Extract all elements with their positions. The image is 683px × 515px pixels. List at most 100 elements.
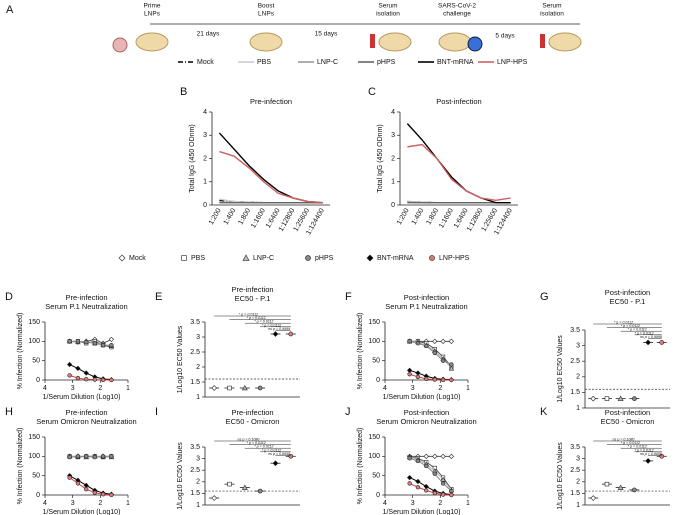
tube-icon (540, 34, 545, 48)
significance-label: * p = 0.0112 (628, 328, 647, 332)
data-point (440, 453, 446, 459)
y-tick-label: 100 (368, 453, 380, 460)
chart-subtitle: Serum P.1 Neutralization (45, 302, 127, 311)
x-axis-label: 1/Serum Dilution (Log10) (383, 394, 461, 401)
data-point (424, 343, 429, 349)
chart-subtitle: Serum Omicron Neutralization (36, 417, 136, 426)
significance-label: ns p = 0.9999 (268, 327, 290, 331)
data-point (407, 372, 412, 377)
data-point (109, 492, 114, 498)
virus-icon (112, 37, 128, 53)
panel-letter: E (155, 291, 162, 303)
data-point (659, 340, 665, 345)
y-axis-label: Total IgG (450 ODnm) (377, 124, 384, 192)
chart-title: Pre-infection (231, 408, 273, 417)
data-point (617, 395, 624, 401)
data-point (67, 373, 72, 378)
y-tick-label: 1 (196, 502, 200, 509)
y-tick-label: 3.5 (570, 444, 580, 451)
legend-marker (305, 255, 311, 261)
y-tick-label: 1.5 (190, 490, 200, 497)
data-point (67, 454, 72, 460)
mouse-icon (378, 32, 412, 52)
step-label: Serum (378, 3, 397, 10)
step-label: isolation (540, 11, 564, 18)
chart-title: Pre-infection (65, 408, 107, 417)
data-point (407, 339, 412, 344)
data-point (100, 343, 106, 348)
significance-label: ns p = 0.1080 (238, 437, 260, 441)
y-tick-label: 0 (36, 492, 40, 499)
y-tick-label: 2.5 (570, 467, 580, 474)
data-point (83, 370, 89, 376)
legend-label: PBS (191, 255, 205, 262)
significance-label: * p = 0.0112 (621, 441, 640, 445)
data-point (92, 377, 97, 382)
legend-label: LNP-HPS (439, 255, 470, 262)
legend-marker (429, 255, 435, 261)
data-point (449, 377, 454, 383)
legend-label: Mock (197, 59, 214, 66)
panel-letter: D (5, 291, 13, 303)
y-axis-label: Total IgG (450 ODnm) (189, 124, 196, 192)
x-tick-label: 1:200 (396, 207, 411, 226)
y-tick-label: 1 (203, 179, 207, 186)
x-tick-label: 4 (43, 500, 47, 507)
chart-subtitle: Serum Omicron Neutralization (376, 417, 476, 426)
data-point (617, 484, 624, 490)
virus-icon (467, 36, 483, 52)
data-point (424, 376, 429, 382)
legend-label: PBS (257, 59, 271, 66)
x-tick-label: 1 (126, 500, 130, 507)
interval-label: 21 days (197, 31, 221, 38)
legend-label: pHPS (315, 255, 334, 262)
significance-label: * p = 0.0112 (614, 320, 633, 324)
y-tick-label: 3.5 (190, 444, 200, 451)
x-axis-label: 1/Serum Dilution (Log10) (43, 394, 121, 401)
data-point (406, 474, 413, 481)
step-label: LNPs (258, 11, 275, 18)
legend-label: BNT-mRNA (377, 255, 414, 262)
mouse-icon (438, 32, 472, 52)
y-tick-label: 3 (196, 334, 200, 341)
data-point (75, 454, 81, 459)
y-tick-label: 2 (576, 479, 580, 486)
x-axis-label: 1/Serum Dilution (Log10) (43, 509, 121, 515)
data-point (448, 453, 455, 459)
x-tick-label: 3 (71, 500, 75, 507)
y-axis-label: % Infection (Normalized) (17, 313, 24, 390)
step-label: isolation (376, 11, 400, 18)
significance-label: * p = 0.0112 (247, 316, 266, 320)
y-tick-label: 1.5 (570, 389, 580, 396)
y-tick-label: 4 (391, 109, 395, 116)
chart-title: Pre-infection (250, 97, 292, 106)
significance-label: * p = 0.0112 (262, 323, 281, 327)
data-point (241, 484, 248, 490)
data-point (211, 495, 218, 501)
significance-label: ns p = 0.1080 (613, 437, 635, 441)
significance-label: * p = 0.0112 (628, 445, 647, 449)
significance-label: * p = 0.0112 (254, 445, 273, 449)
data-point (645, 458, 651, 464)
y-tick-label: 3 (576, 342, 580, 349)
data-point (67, 475, 72, 480)
legend-marker (242, 254, 250, 261)
y-tick-label: 50 (32, 358, 40, 365)
y-axis-label: % Infection (Normalized) (357, 428, 364, 505)
data-point (84, 487, 89, 492)
y-tick-label: 3 (203, 132, 207, 139)
x-tick-label: 4 (43, 385, 47, 392)
significance-label: * p = 0.0112 (621, 324, 640, 328)
legend-label: Mock (129, 255, 146, 262)
chart-title: Post-infection (436, 97, 481, 106)
y-axis-label: 1/Log10 EC50 Values (557, 335, 564, 403)
data-point (432, 471, 437, 476)
data-point (83, 482, 89, 488)
x-tick-label: 3 (411, 500, 415, 507)
data-point (272, 331, 279, 337)
data-point (440, 338, 446, 344)
data-point (84, 339, 89, 345)
data-point (109, 454, 114, 459)
data-point (415, 485, 421, 490)
